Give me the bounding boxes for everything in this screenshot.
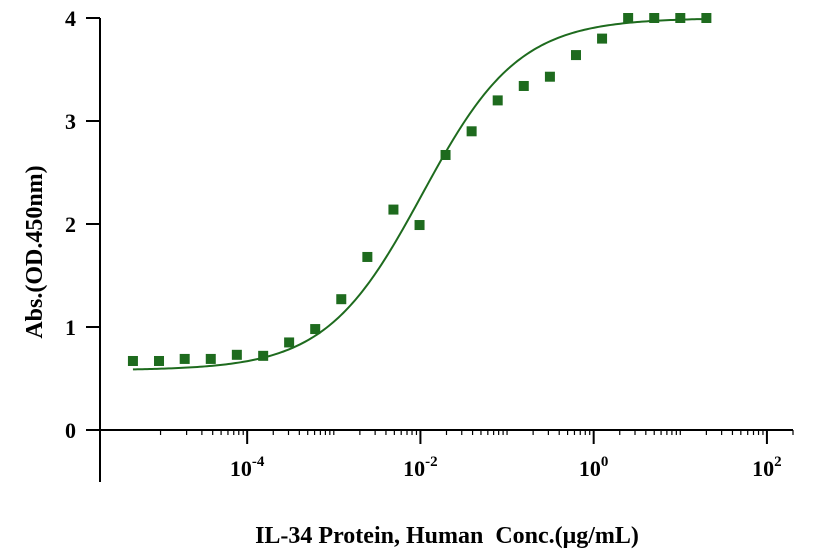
x-tick-label: 102 [752, 454, 782, 481]
data-point [544, 71, 555, 82]
data-point [310, 324, 321, 335]
data-point [179, 353, 190, 364]
y-tick-label: 2 [65, 212, 76, 237]
data-point [701, 13, 712, 23]
y-tick-label: 1 [65, 315, 76, 340]
y-axis-title: Abs.(OD.450nm) [22, 165, 48, 338]
data-point [205, 353, 216, 364]
y-ticks: 0 1 2 3 4 [65, 6, 100, 443]
x-axis: 10-4 10-2 100 102 [100, 429, 794, 481]
x-tick-label: 10-2 [403, 454, 438, 481]
y-tick-label: 4 [65, 6, 76, 31]
data-point [492, 95, 503, 106]
data-point [623, 13, 634, 23]
fit-curve [132, 17, 707, 371]
data-point [362, 251, 373, 262]
data-point [284, 337, 295, 348]
data-point [570, 50, 581, 61]
x-axis-title: IL-34 Protein, Human Conc.(μg/mL) [255, 523, 639, 549]
data-point [231, 349, 242, 360]
y-axis: 0 1 2 3 4 [65, 6, 101, 482]
data-point [336, 294, 347, 305]
x-ticks: 10-4 10-2 100 102 [159, 430, 794, 481]
x-tick-label: 100 [579, 454, 609, 481]
data-point [440, 149, 451, 160]
data-points [127, 13, 712, 366]
y-tick-label: 3 [65, 109, 76, 134]
data-point [388, 204, 399, 215]
data-point [466, 126, 477, 137]
y-tick-label: 0 [65, 418, 76, 443]
data-point [258, 350, 269, 361]
data-point [518, 80, 529, 91]
x-tick-label: 10-4 [230, 454, 265, 481]
data-point [414, 220, 425, 231]
data-point [675, 13, 686, 23]
data-point [154, 355, 165, 366]
data-point [597, 33, 608, 44]
data-point [649, 13, 660, 23]
data-point [127, 355, 138, 366]
